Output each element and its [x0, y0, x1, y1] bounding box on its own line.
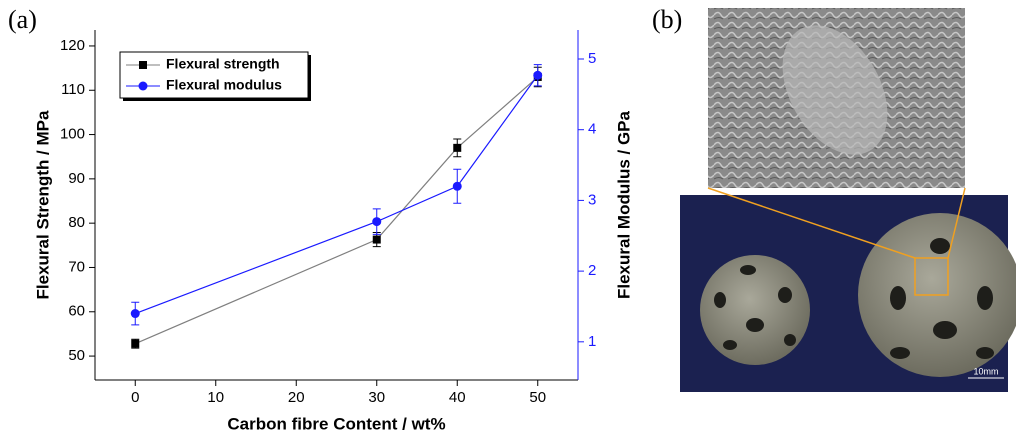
x-tick-label: 20 — [288, 389, 305, 406]
data-point — [372, 217, 382, 227]
zoom-marker — [707, 187, 966, 296]
legend-box — [119, 51, 309, 99]
legend-marker — [138, 81, 148, 91]
y-tick-label: 50 — [68, 347, 85, 364]
panel-label: (a) — [8, 5, 37, 34]
y2-tick-label: 2 — [588, 262, 596, 279]
data-point — [452, 181, 462, 191]
data-point — [372, 235, 381, 244]
y-axis-title: Flexural Strength / MPa — [33, 110, 52, 299]
legend-shadow — [308, 55, 311, 101]
holes — [890, 238, 994, 359]
legend-marker — [139, 61, 147, 69]
x-tick-label: 30 — [368, 389, 385, 406]
y-tick-label: 110 — [61, 81, 85, 98]
y2-axis-title: Flexural Modulus / GPa — [614, 110, 633, 299]
legend-shadow — [123, 98, 311, 101]
x-tick-label: 40 — [449, 389, 466, 406]
panel-label: (b) — [652, 5, 682, 34]
y2-tick-label: 5 — [588, 50, 596, 67]
legend-label: Flexural modulus — [166, 77, 282, 93]
series-line — [135, 76, 539, 345]
data-point — [453, 143, 462, 152]
sem-fibre — [782, 25, 888, 155]
x-axis-title: Carbon fibre Content / wt% — [227, 414, 445, 433]
y-tick-label: 60 — [68, 303, 85, 320]
photo-panel: 10mm — [680, 8, 1016, 392]
x-tick-label: 0 — [131, 389, 139, 406]
legend-label: Flexural strength — [166, 56, 280, 72]
data-point — [130, 309, 140, 319]
y-tick-label: 70 — [68, 258, 85, 275]
small-sphere — [700, 255, 810, 365]
holes — [714, 265, 796, 350]
y2-tick-label: 4 — [588, 121, 596, 138]
x-tick-label: 50 — [529, 389, 546, 406]
scale-bar-label: 10mm — [973, 366, 998, 376]
data-point — [533, 70, 543, 80]
data-point — [131, 339, 140, 348]
y2-tick-label: 1 — [588, 333, 596, 350]
y-tick-label: 100 — [60, 126, 85, 143]
y-tick-label: 90 — [68, 170, 85, 187]
y-tick-label: 80 — [68, 214, 85, 231]
y2-tick-label: 3 — [588, 191, 596, 208]
y-tick-label: 120 — [60, 37, 85, 54]
x-tick-label: 10 — [207, 389, 224, 406]
series-line — [135, 74, 539, 315]
